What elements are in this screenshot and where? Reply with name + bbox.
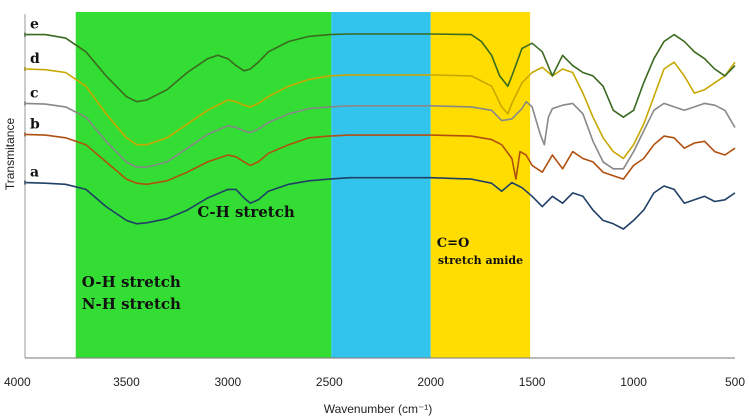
series-label-d: d — [30, 51, 40, 67]
series-label-c: c — [30, 85, 39, 101]
series-line-c — [24, 100, 736, 170]
chart-labels: O-H stretch N-H stretch C=O stretch amide C-… — [30, 17, 523, 313]
series-label-a: a — [30, 165, 39, 181]
x-tick-label-2500: 2500 — [316, 375, 343, 389]
x-tick-label-2000: 2000 — [417, 375, 444, 389]
series-line-b — [24, 133, 736, 186]
band-label-co: C=O — [437, 236, 470, 251]
x-axis-ticks: 4000 3500 3000 2500 2000 1500 1000 500 — [4, 375, 745, 389]
series-line-d — [24, 61, 736, 160]
series-line-e — [25, 33, 736, 118]
x-tick-label-4000: 4000 — [4, 375, 31, 389]
y-axis-label: Transmitance — [3, 118, 17, 191]
band-label-nh: N-H stretch — [82, 295, 181, 313]
series-label-b: b — [30, 116, 40, 132]
band-label-oh: O-H stretch — [82, 273, 181, 291]
x-tick-label-3500: 3500 — [113, 375, 140, 389]
spectra-lines — [24, 32, 736, 230]
x-axis-label: Wavenumber (cm⁻¹) — [324, 402, 433, 416]
annotation-0: C-H stretch — [197, 203, 294, 221]
band-label-amide: stretch amide — [438, 254, 523, 267]
band-1 — [331, 12, 431, 358]
x-tick-label-500: 500 — [725, 375, 745, 389]
series-line-a — [24, 176, 736, 230]
x-tick-label-1000: 1000 — [620, 375, 647, 389]
x-tick-label-3000: 3000 — [215, 375, 242, 389]
series-label-e: e — [30, 17, 39, 33]
x-tick-label-1500: 1500 — [519, 375, 546, 389]
